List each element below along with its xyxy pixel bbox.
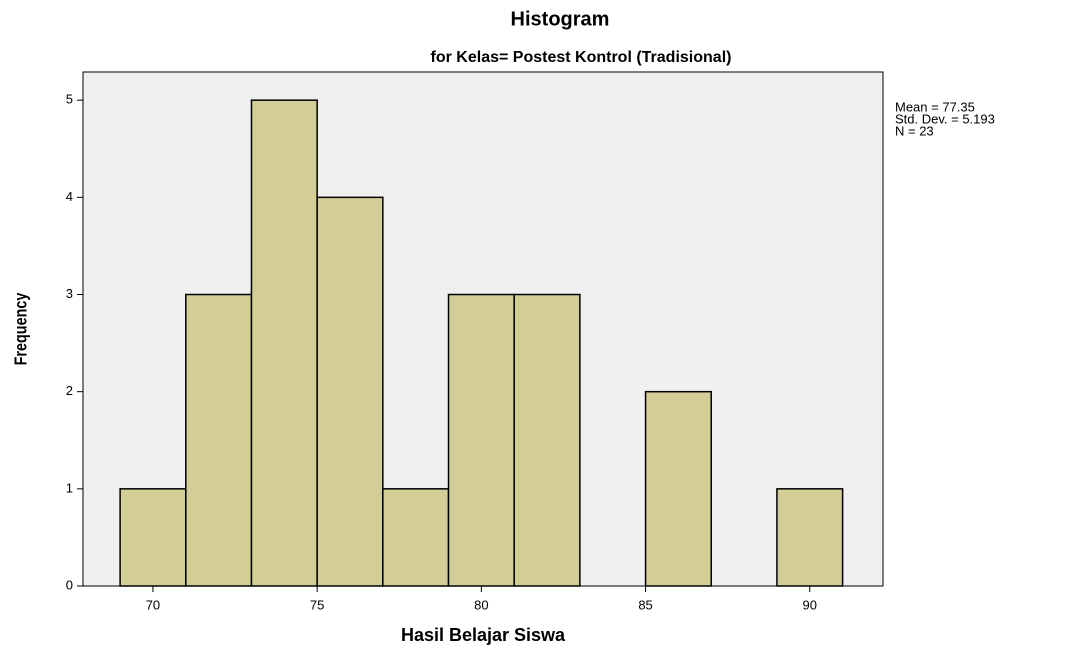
bar [644,390,712,587]
bar [119,488,187,587]
y-tick-label: 3 [66,286,73,301]
y-axis-label: Frequency [11,293,31,366]
bar [316,196,384,587]
y-tick-label: 0 [66,577,73,592]
y-tick-label: 4 [66,189,73,204]
chart-subtitle: for Kelas= Postest Kontrol (Tradisional) [431,49,732,66]
x-tick-label: 90 [803,597,817,612]
bar [382,488,450,587]
stat-annotation: Mean = 77.35 [895,99,975,114]
chart-title: Histogram [511,8,610,30]
x-tick-label: 80 [474,597,488,612]
x-tick-label: 85 [638,597,652,612]
x-tick-label: 70 [146,597,160,612]
bar [185,293,253,587]
x-tick-label: 75 [310,597,324,612]
y-tick-label: 1 [66,480,73,495]
bar [776,488,844,587]
bar [447,293,515,587]
bar [513,293,581,587]
stat-annotation: Std. Dev. = 5.193 [895,111,995,126]
y-tick-label: 5 [66,92,73,107]
bar [250,99,318,587]
stat-annotation: N = 23 [895,123,934,138]
x-axis-label: Hasil Belajar Siswa [401,625,566,645]
y-tick-label: 2 [66,383,73,398]
